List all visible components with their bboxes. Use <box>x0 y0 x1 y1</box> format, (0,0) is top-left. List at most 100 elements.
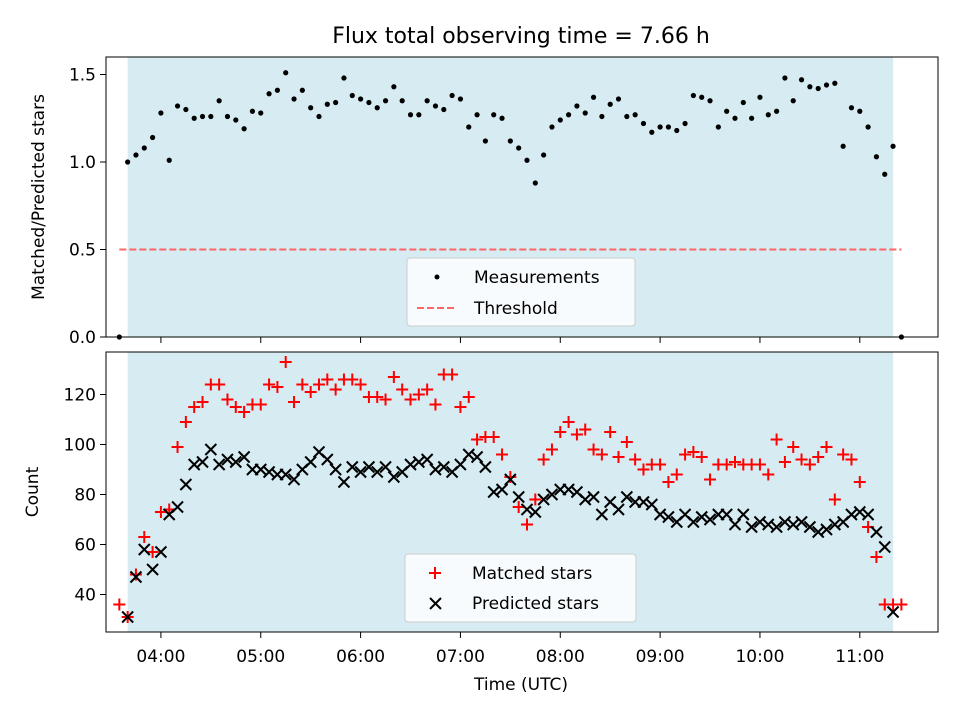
predicted-star-point <box>254 463 267 476</box>
measurement-point <box>125 159 131 165</box>
predicted-star-point <box>637 495 650 509</box>
predicted-star-point <box>479 460 492 474</box>
measurement-point <box>632 112 638 118</box>
matched-star-point <box>837 448 850 461</box>
matched-star-point <box>570 428 583 441</box>
predicted-star-point <box>695 510 708 524</box>
predicted-star-point <box>204 443 218 456</box>
predicted-star-point <box>412 455 426 469</box>
matched-star-point <box>820 441 833 453</box>
matched-star-point <box>129 568 142 581</box>
y-tick-label: 120 <box>64 386 96 406</box>
measurement-point <box>166 157 172 163</box>
matched-star-point <box>346 373 359 386</box>
measurement-point <box>441 106 447 113</box>
predicted-star-point <box>811 525 825 539</box>
measurement-point <box>516 145 522 151</box>
predicted-star-point <box>587 490 600 504</box>
matched-star-point <box>229 401 242 413</box>
measurement-point <box>258 110 264 116</box>
measurement-point <box>640 120 647 127</box>
y-tick-label: 60 <box>74 536 96 556</box>
measurement-point <box>840 143 846 149</box>
matched-star-point <box>670 468 683 481</box>
predicted-star-point <box>221 453 234 466</box>
measurement-point <box>757 94 763 100</box>
measurement-point <box>740 99 746 106</box>
measurement-point <box>807 84 813 90</box>
measurement-point <box>449 92 455 99</box>
measurement-point <box>624 113 630 120</box>
matched-star-point <box>421 383 434 396</box>
predicted-star-point <box>795 515 808 529</box>
matched-star-point <box>312 378 325 391</box>
measurement-point <box>174 103 181 109</box>
y-tick-label: 100 <box>64 436 96 456</box>
predicted-star-point <box>237 450 251 464</box>
matched-star-point <box>462 391 475 403</box>
matched-star-point <box>704 473 717 486</box>
matched-star-point <box>487 431 500 443</box>
predicted-star-point <box>337 475 351 489</box>
predicted-star-point <box>429 463 442 476</box>
matched-star-point <box>812 451 825 463</box>
predicted-star-point <box>861 508 875 521</box>
counts-y-axis-label: Count <box>23 466 43 517</box>
ratio-legend: Measurements Threshold <box>406 257 636 327</box>
predicted-star-point <box>487 485 500 499</box>
matched-star-point <box>604 426 617 438</box>
predicted-star-point <box>878 540 891 554</box>
x-tick-label: 04:00 <box>136 647 185 667</box>
measurement-point <box>665 124 672 130</box>
measurement-point <box>341 75 347 81</box>
predicted-star-point <box>129 570 143 584</box>
matched-star-point <box>545 443 558 456</box>
measurement-point <box>241 126 247 132</box>
ratio-panel: 0.0 0.5 1.0 1.5 Matched/Predicted stars Mea… <box>29 56 939 348</box>
predicted-star-point <box>728 518 742 531</box>
measurement-point <box>798 77 805 83</box>
x-tick-label: 08:00 <box>536 647 585 667</box>
measurement-point <box>133 152 139 158</box>
legend-predicted-label: Predicted stars <box>472 594 599 614</box>
predicted-star-point <box>778 515 792 529</box>
counts-series <box>113 356 908 624</box>
predicted-star-point <box>762 518 775 531</box>
predicted-star-point <box>645 498 658 511</box>
legend-predicted-marker <box>429 597 442 610</box>
predicted-star-point <box>787 518 800 531</box>
x-tick-label: 11:00 <box>835 647 884 667</box>
predicted-star-point <box>595 508 609 521</box>
predicted-star-point <box>371 465 384 479</box>
matched-star-point <box>695 451 708 463</box>
matched-star-point <box>321 373 334 386</box>
measurement-point <box>599 113 605 120</box>
ratio-series <box>116 70 904 340</box>
matched-star-point <box>412 388 425 401</box>
measurement-point <box>274 87 280 93</box>
matched-star-point <box>496 448 509 461</box>
measurement-point <box>582 110 588 116</box>
predicted-star-point <box>612 503 625 516</box>
predicted-star-point <box>212 458 226 471</box>
matched-star-point <box>454 401 467 413</box>
predicted-star-point <box>470 450 484 464</box>
measurement-point <box>233 117 239 123</box>
matched-star-point <box>371 391 384 403</box>
matched-star-point <box>471 433 484 446</box>
matched-star-point <box>379 393 392 406</box>
matched-star-point <box>113 598 126 611</box>
predicted-star-point <box>379 460 392 474</box>
matched-star-point <box>520 518 533 531</box>
measurement-point <box>299 87 305 93</box>
predicted-star-point <box>121 610 134 624</box>
predicted-star-point <box>853 505 866 519</box>
measurement-point <box>333 99 339 106</box>
predicted-star-point <box>146 563 159 576</box>
predicted-star-point <box>387 470 401 484</box>
matched-star-point <box>662 476 675 488</box>
counts-axes-frame <box>105 351 939 633</box>
matched-star-point <box>279 356 292 368</box>
matched-star-point <box>504 471 517 483</box>
matched-star-point <box>895 598 908 611</box>
